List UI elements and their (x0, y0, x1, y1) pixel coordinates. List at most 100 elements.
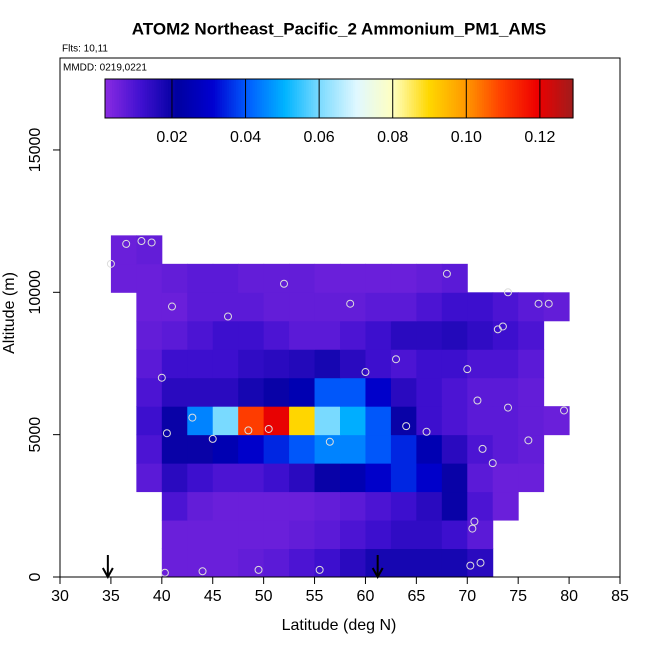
heat-cell (441, 491, 468, 521)
colorbar-swatch (123, 79, 127, 118)
colorbar-swatch (273, 79, 277, 118)
heat-cell (416, 548, 443, 578)
observation-point (188, 413, 197, 422)
y-tick-label: 15000 (27, 128, 44, 173)
heat-cell (187, 520, 214, 550)
heat-cell (518, 349, 545, 379)
x-tick-label: 35 (102, 588, 120, 605)
colorbar-swatch (252, 79, 256, 118)
colorbar-swatch (128, 79, 132, 118)
observation-point (504, 288, 512, 297)
colorbar-swatch (512, 79, 516, 118)
colorbar-swatch (390, 79, 394, 118)
heat-cell (263, 434, 290, 464)
colorbar-swatch (399, 79, 403, 118)
colorbar-swatch (217, 79, 221, 118)
colorbar-swatch (212, 79, 216, 118)
observation-point (244, 426, 253, 435)
colorbar-swatch (350, 79, 354, 118)
colorbar-swatch (488, 79, 492, 118)
colorbar-swatch (200, 79, 204, 118)
colorbar-swatch (413, 79, 417, 118)
colorbar-swatch (116, 79, 120, 118)
colorbar-swatch (266, 79, 270, 118)
colorbar-swatch (334, 79, 338, 118)
colorbar-swatch (271, 79, 275, 118)
colorbar-swatch (107, 79, 111, 118)
heat-cell (187, 292, 214, 322)
heat-cell (416, 320, 443, 350)
colorbar-swatch (226, 79, 230, 118)
colorbar-swatch (502, 79, 506, 118)
observation-point (137, 237, 146, 246)
observation-point (208, 434, 217, 443)
observation-point (498, 322, 507, 331)
colorbar-swatch (540, 79, 544, 118)
heat-cell (314, 520, 341, 550)
heat-cell (492, 377, 519, 407)
heat-cell (212, 406, 239, 436)
heat-cell (212, 263, 239, 293)
heat-cell (136, 434, 163, 464)
heat-cell (263, 520, 290, 550)
x-tick-label: 85 (611, 588, 629, 605)
colorbar-swatch (294, 79, 298, 118)
x-tick-label: 70 (458, 588, 476, 605)
colorbar-swatch (514, 79, 518, 118)
heat-cell (390, 406, 417, 436)
colorbar-swatch (193, 79, 197, 118)
colorbar-swatch (109, 79, 113, 118)
heat-cell (110, 235, 137, 265)
colorbar-swatch (191, 79, 195, 118)
heat-cell (441, 463, 468, 493)
heat-cell (390, 548, 417, 578)
colorbar-swatch (568, 79, 572, 118)
colorbar-swatch (430, 79, 434, 118)
colorbar-swatch (257, 79, 261, 118)
heat-cell (238, 320, 265, 350)
colorbar-frame (104, 78, 574, 119)
colorbar-swatch (236, 79, 239, 118)
colorbar-swatch (105, 79, 108, 118)
observation-point (463, 365, 472, 374)
heat-cell (365, 349, 392, 379)
heat-cell (340, 320, 366, 350)
colorbar-swatch (282, 79, 286, 118)
colorbar-swatch (219, 79, 223, 118)
colorbar-swatch (381, 79, 385, 118)
observation-point (157, 373, 166, 382)
colorbar-swatch (446, 79, 450, 118)
heat-cell (136, 463, 163, 493)
heat-cell (187, 263, 214, 293)
colorbar-swatch (341, 79, 345, 118)
heat-cell (161, 434, 188, 464)
heat-cell (263, 349, 290, 379)
heat-cell (314, 349, 341, 379)
heat-cell (161, 463, 188, 493)
heat-cell (390, 263, 417, 293)
heat-cell (492, 491, 519, 521)
heat-cell (340, 349, 366, 379)
observation-point (468, 524, 477, 533)
heat-cell (467, 406, 494, 436)
heat-cell (238, 491, 265, 521)
x-tick-label: 30 (51, 588, 69, 605)
y-axis-label: Altitude (m) (1, 272, 18, 354)
heat-cell (136, 349, 163, 379)
heat-cell (518, 320, 545, 350)
heat-cell (441, 406, 468, 436)
heat-cell (390, 434, 417, 464)
heat-cell (289, 520, 316, 550)
colorbar-swatch (432, 79, 436, 118)
colorbar-swatch (346, 79, 349, 118)
observation-point (544, 299, 553, 308)
heat-cell (416, 491, 443, 521)
colorbar-swatch (404, 79, 408, 118)
heat-cell (263, 377, 290, 407)
colorbar-swatch (554, 79, 558, 118)
heat-cell (340, 520, 366, 550)
colorbar-swatch (451, 79, 455, 118)
heat-cell (314, 548, 341, 578)
colorbar-swatch (331, 79, 335, 118)
